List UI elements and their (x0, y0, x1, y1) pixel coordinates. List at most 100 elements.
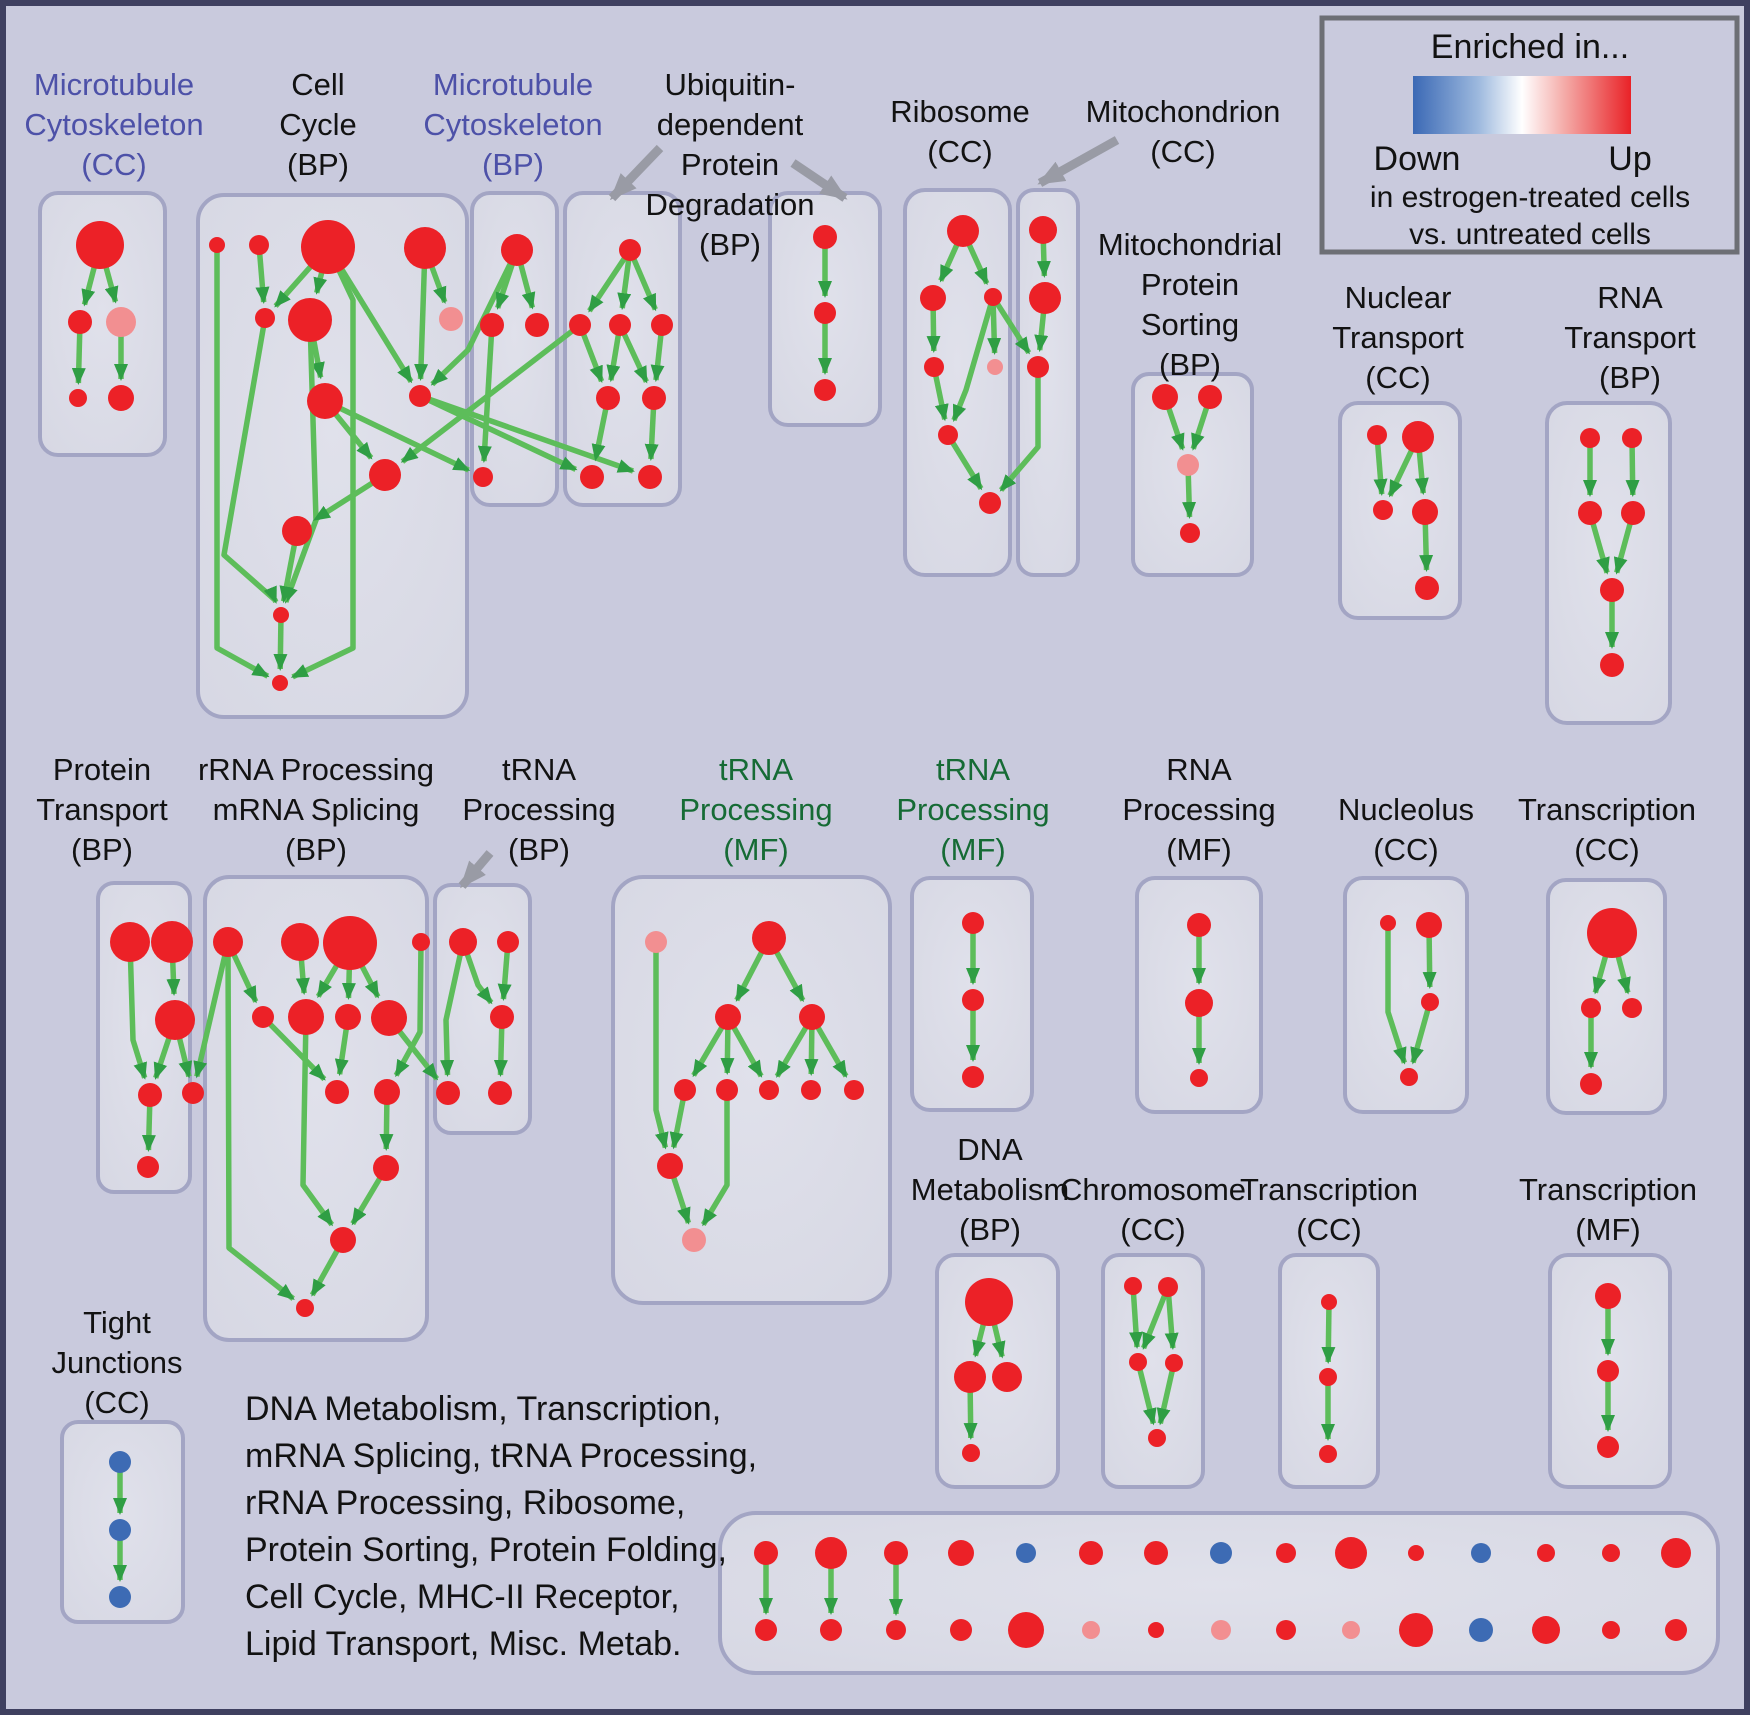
go-node-zd-red (412, 933, 430, 951)
label-microtubule-bp-line-2: Cytoskeleton (423, 107, 602, 142)
go-node-u8-red (638, 465, 662, 489)
label-transcription-cc-2-line-1: Transcription (1240, 1172, 1418, 1207)
go-node-n1-red (1367, 425, 1387, 445)
go-node-r7-red (979, 492, 1001, 514)
label-protein-transport-line-2: Transport (36, 792, 168, 827)
go-node-bb6-pink (1082, 1621, 1100, 1639)
go-node-v3-red (814, 379, 836, 401)
go-node-g4-red (799, 1004, 825, 1030)
label-protein-transport-line-3: (BP) (71, 832, 133, 867)
label-mitochondrion-line-1: Mitochondrion (1086, 94, 1281, 129)
go-node-x1-red (1187, 913, 1211, 937)
label-mitochondrion-line-2: (CC) (1150, 134, 1215, 169)
label-trna-processing-mf-2-line-2: Processing (896, 792, 1049, 827)
label-rna-processing-mf-line-1: RNA (1166, 752, 1232, 787)
merged-clusters-line-6: Lipid Transport, Misc. Metab. (245, 1625, 682, 1663)
go-node-bb7-red (1148, 1622, 1164, 1638)
go-node-e3-red (1319, 1445, 1337, 1463)
go-node-t2-red (480, 313, 504, 337)
go-node-r2-red (920, 285, 946, 311)
go-node-w3-red (962, 1066, 984, 1088)
go-node-tc2-red (1581, 998, 1601, 1018)
go-node-q1-red (1580, 428, 1600, 448)
go-node-g7-red (759, 1080, 779, 1100)
go-node-bt12-blue (1471, 1543, 1491, 1563)
legend-box (1319, 15, 1740, 255)
label-nuclear-transport-line-1: Nuclear (1345, 280, 1452, 315)
merged-clusters-line-2: mRNA Splicing, tRNA Processing, (245, 1437, 757, 1475)
go-node-bt6-red (1079, 1541, 1103, 1565)
label-ubiquitin-line-3: Protein (681, 147, 779, 182)
go-node-c10-red (369, 459, 401, 491)
go-node-bt3-red (884, 1541, 908, 1565)
go-node-t4-red (473, 467, 493, 487)
go-node-mt3-red (1027, 356, 1049, 378)
go-node-j2-blue (109, 1519, 131, 1541)
go-node-d2-red (954, 1361, 986, 1393)
label-dna-metabolism-line-2: Metabolism (911, 1172, 1070, 1207)
go-node-zm-red (296, 1299, 314, 1317)
go-term-nodes (68, 215, 1691, 1648)
go-node-u6-red (642, 386, 666, 410)
label-mito-protein-sorting-line-3: Sorting (1141, 307, 1239, 342)
go-node-bt13-red (1537, 1544, 1555, 1562)
go-node-t1-red (501, 234, 533, 266)
go-node-q5-red (1600, 578, 1624, 602)
go-node-zj-red (374, 1079, 400, 1105)
go-node-s2-red (1198, 385, 1222, 409)
go-node-c12-red (273, 607, 289, 623)
go-node-ch3-red (1129, 1353, 1147, 1371)
go-node-p3-red (155, 1000, 195, 1040)
go-node-bt10-red (1335, 1537, 1367, 1569)
go-node-e1-red (1321, 1294, 1337, 1310)
edge-r3-to-r6 (951, 296, 996, 423)
edge-p1-to-p4 (127, 941, 148, 1080)
label-ubiquitin-line-1: Ubiquitin- (665, 67, 796, 102)
go-node-x3-red (1190, 1069, 1208, 1087)
label-chromosome-line-1: Chromosome (1060, 1172, 1246, 1207)
go-node-u4-red (651, 314, 673, 336)
cluster-box-microtubule-bp (470, 191, 559, 507)
edge-b1-to-b3 (460, 941, 494, 1005)
legend-up-label: Up (1608, 140, 1651, 178)
go-node-r5-pink (987, 359, 1003, 375)
label-rna-processing-mf-line-2: Processing (1122, 792, 1275, 827)
go-node-zk-red (373, 1155, 399, 1181)
go-node-v2-red (814, 302, 836, 324)
go-node-tc3-red (1622, 998, 1642, 1018)
cluster-box-ubiquitin-a (563, 191, 682, 507)
go-node-bb5-red (1008, 1612, 1044, 1648)
go-node-bb13-red (1532, 1616, 1560, 1644)
go-node-bb14-red (1602, 1621, 1620, 1639)
cluster-box-mitochondrion (1016, 188, 1080, 577)
label-mito-protein-sorting-line-2: Protein (1141, 267, 1239, 302)
go-node-tc4-red (1580, 1073, 1602, 1095)
label-mito-protein-sorting-line-4: (BP) (1159, 347, 1221, 382)
go-node-bt15-red (1661, 1538, 1691, 1568)
go-node-p5-red (182, 1082, 204, 1104)
go-node-r4-red (924, 357, 944, 377)
go-node-g2-red (752, 921, 786, 955)
go-node-tc1-red (1587, 908, 1637, 958)
edge-c12-to-c13 (273, 614, 288, 672)
legend-subtitle-line-1: in estrogen-treated cells (1370, 181, 1690, 214)
go-node-za-red (213, 927, 243, 957)
go-node-m2-red (68, 310, 92, 334)
label-rna-transport-line-2: Transport (1564, 320, 1696, 355)
go-node-c4-red (404, 227, 446, 269)
label-ubiquitin-line-2: dependent (657, 107, 804, 142)
go-node-q3-red (1578, 501, 1602, 525)
go-node-n3-red (1373, 500, 1393, 520)
edge-ze-to-zi (261, 1015, 327, 1082)
cluster-box-chromosome (1101, 1253, 1205, 1489)
label-trna-processing-mf-1-line-3: (MF) (723, 832, 788, 867)
go-node-s1-red (1152, 384, 1178, 410)
legend-title: Enriched in... (1431, 28, 1629, 66)
cluster-box-nucleolus (1343, 876, 1469, 1114)
go-node-r1-red (947, 215, 979, 247)
label-trna-processing-mf-2-line-1: tRNA (936, 752, 1010, 787)
go-node-f2-red (1597, 1360, 1619, 1382)
edge-c4-to-c9 (414, 247, 429, 382)
label-rna-processing-mf-line-3: (MF) (1166, 832, 1231, 867)
go-node-bt14-red (1602, 1544, 1620, 1562)
